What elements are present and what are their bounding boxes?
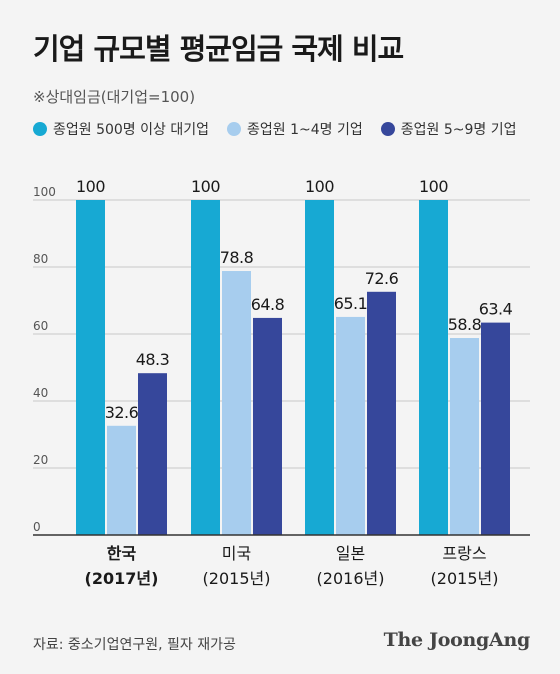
x-tick-year: (2015년) (431, 569, 499, 588)
bar (76, 200, 105, 535)
x-tick-label: 프랑스 (442, 544, 486, 563)
x-tick-label: 일본 (336, 544, 365, 563)
legend-label-large: 종업원 500명 이상 대기업 (53, 122, 209, 138)
data-label: 63.4 (479, 300, 513, 319)
data-label: 64.8 (251, 295, 285, 314)
bar (222, 271, 251, 535)
data-label: 32.6 (105, 403, 139, 422)
data-label: 48.3 (136, 350, 170, 369)
legend-label-5-9: 종업원 5~9명 기업 (400, 122, 517, 138)
bar (191, 200, 220, 535)
bar (253, 317, 282, 535)
x-tick-year: (2016년) (317, 569, 385, 588)
chart-subtitle: ※상대임금(대기업=100) (33, 88, 196, 106)
y-tick-label: 100 (33, 185, 56, 199)
x-tick-year: (2015년) (203, 569, 271, 588)
bar (107, 425, 136, 535)
legend: 종업원 500명 이상 대기업 종업원 1~4명 기업 종업원 5~9명 기업 (33, 119, 534, 139)
legend-dot-large (33, 122, 47, 136)
legend-item-5-9: 종업원 5~9명 기업 (380, 119, 517, 139)
data-label: 100 (76, 177, 105, 196)
bar (367, 291, 396, 535)
x-tick-label: 미국 (222, 544, 251, 563)
y-tick-label: 0 (33, 520, 41, 534)
bar (450, 338, 479, 535)
y-tick-label: 40 (33, 386, 48, 400)
data-label: 65.1 (334, 294, 368, 313)
source-note: 자료: 중소기업연구원, 필자 재가공 (33, 637, 236, 653)
legend-dot-1-4 (227, 122, 241, 136)
data-label: 100 (191, 177, 220, 196)
legend-item-large: 종업원 500명 이상 대기업 (33, 119, 209, 139)
legend-dot-5-9 (380, 122, 395, 136)
x-tick-year: (2017년) (85, 569, 159, 588)
bar (336, 316, 365, 535)
x-tick-label: 한국 (107, 544, 137, 563)
data-label: 58.8 (448, 315, 482, 334)
chart-title: 기업 규모별 평균임금 국제 비교 (33, 32, 404, 66)
data-label: 100 (305, 177, 334, 196)
y-tick-label: 60 (33, 319, 48, 333)
bar (481, 322, 510, 535)
bar (419, 200, 448, 535)
bar (305, 200, 334, 535)
data-label: 100 (419, 177, 448, 196)
bar (138, 373, 167, 535)
y-tick-label: 20 (33, 453, 48, 467)
y-tick-label: 80 (33, 252, 48, 266)
publisher-logo: The JoongAng (383, 629, 531, 651)
legend-label-1-4: 종업원 1~4명 기업 (247, 122, 363, 138)
legend-item-1-4: 종업원 1~4명 기업 (227, 119, 363, 139)
data-label: 78.8 (220, 248, 254, 267)
data-label: 72.6 (365, 269, 399, 288)
